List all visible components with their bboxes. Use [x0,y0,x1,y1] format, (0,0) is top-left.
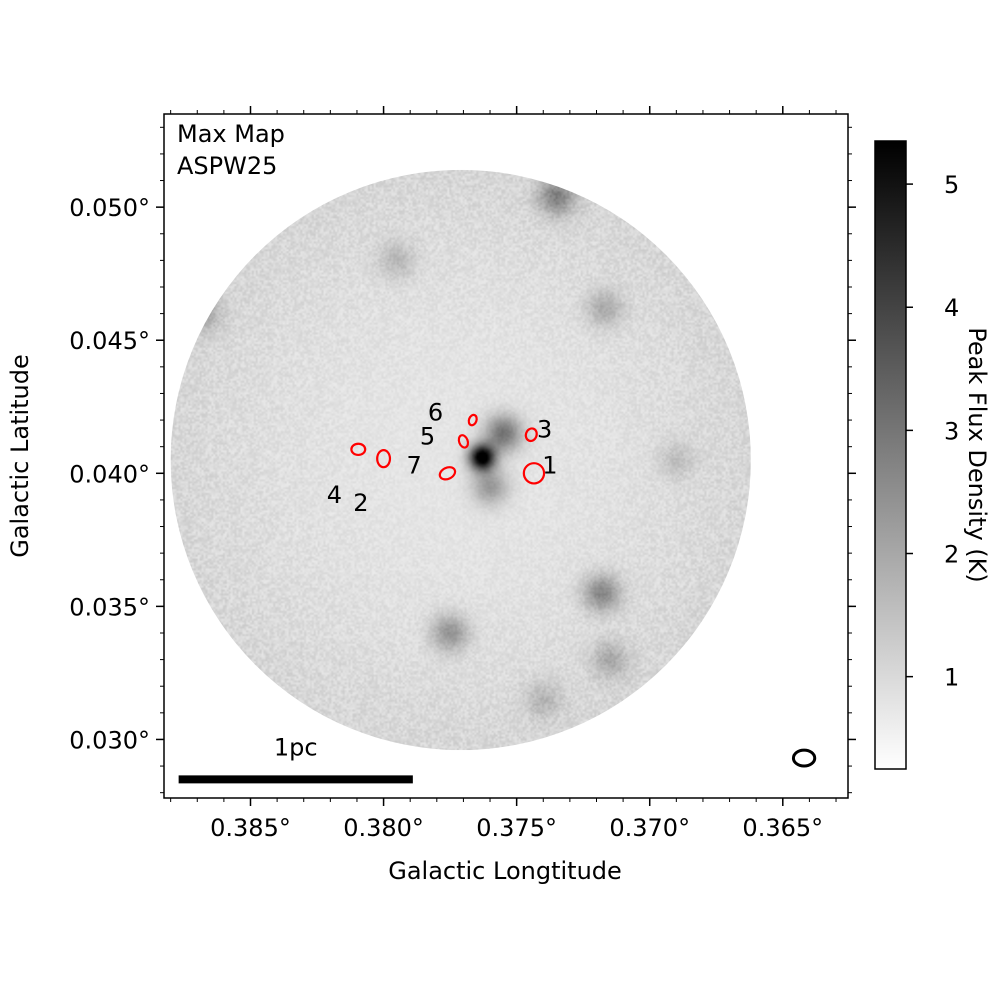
scale-bar-label: 1pc [274,733,318,761]
source-label-7: 7 [407,452,422,480]
source-ellipse-5 [457,434,470,449]
colorbar-tick-label-3: 4 [944,294,959,322]
map-image [170,169,751,751]
colorbar [874,140,907,770]
intensity-map [170,169,751,751]
source-labels: 1 2 3 4 567 [327,398,558,516]
x-tick-label-1: 0.380° [343,814,424,842]
source-ellipse-4 [350,442,367,457]
source-label-4: 4 [327,481,342,509]
source-ellipse-7 [438,466,457,481]
x-tick-label-3: 0.370° [609,814,690,842]
source-label-5: 5 [420,422,435,450]
y-tick-label-4: 0.050° [69,194,150,222]
source-label-3: 3 [537,416,552,444]
source-ellipse-6 [467,413,478,427]
colorbar-tick-label-4: 5 [944,171,959,199]
x-axis-label: Galactic Longtitude [388,857,622,885]
colorbar-tick-label-0: 1 [944,664,959,692]
beam-ellipse [791,748,817,768]
source-label-1: 1 [542,452,557,480]
plot-frame [163,113,849,799]
colorbar-tick-label-1: 2 [944,541,959,569]
source-ellipse-2 [376,449,392,469]
map-title-line-2: ASPW25 [177,152,277,180]
x-tick-label-0: 0.385° [210,814,291,842]
source-ellipse-1 [522,462,546,485]
y-tick-label-2: 0.040° [69,460,150,488]
y-tick-label-1: 0.035° [69,593,150,621]
map-title-line-1: Max Map [177,120,285,148]
source-label-2: 2 [353,489,368,517]
source-ellipse-3 [524,427,538,443]
colorbar-ticks: 1 2 3 4 5 [906,171,959,692]
axis-ticks: 0.385° 0.380° 0.375° 0.370° 0.365° 0.030° 0.03… [69,106,856,842]
x-tick-label-2: 0.375° [476,814,557,842]
x-tick-label-4: 0.365° [742,814,823,842]
colorbar-tick-label-2: 3 [944,417,959,445]
y-tick-label-3: 0.045° [69,327,150,355]
y-tick-label-0: 0.030° [69,726,150,754]
colorbar-label: Peak Flux Density (K) [963,327,991,582]
source-ellipses [350,413,546,485]
source-label-6: 6 [428,398,443,426]
y-axis-label: Galactic Latitude [6,354,34,558]
